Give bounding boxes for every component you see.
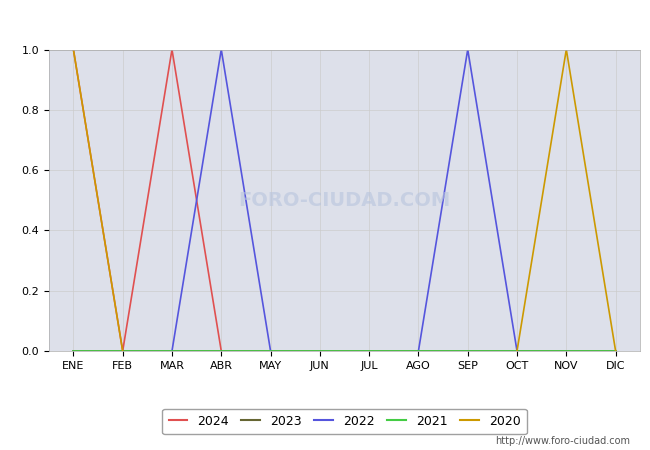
Legend: 2024, 2023, 2022, 2021, 2020: 2024, 2023, 2022, 2021, 2020 [162,409,526,434]
Line: 2024: 2024 [73,50,221,351]
Text: FORO-CIUDAD.COM: FORO-CIUDAD.COM [239,191,450,210]
Text: Matriculaciones de Vehiculos en Noguera de Albarracín: Matriculaciones de Vehiculos en Noguera … [96,14,554,33]
Line: 2022: 2022 [172,50,270,351]
Text: http://www.foro-ciudad.com: http://www.foro-ciudad.com [495,436,630,446]
2024 [168,47,176,52]
2024 [119,348,127,354]
2024 [70,47,77,52]
2022 [217,47,225,52]
2024 [217,348,225,354]
2022 [266,348,274,354]
2022 [168,348,176,354]
